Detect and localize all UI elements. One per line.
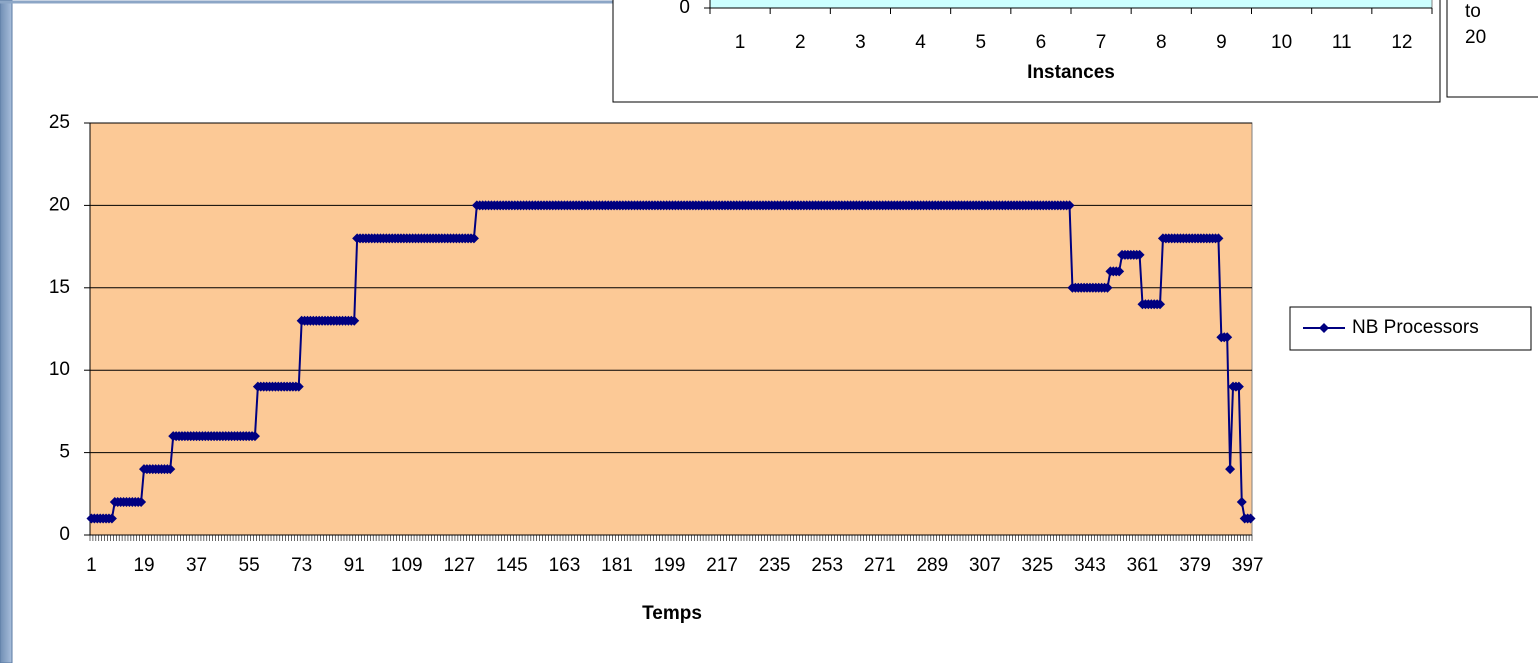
x-tick-label: 397 [1232, 555, 1264, 576]
x-tick-label: 289 [916, 555, 948, 576]
x-tick-label: 163 [549, 555, 581, 576]
y-tick-label: 10 [49, 359, 70, 380]
chart-frame [612, 0, 1441, 103]
x-tick-label: 91 [344, 555, 365, 576]
x-tick-label: 9 [1216, 32, 1227, 53]
x-tick-label: 7 [1096, 32, 1107, 53]
y-tick-label: 0 [679, 0, 690, 18]
x-tick-label: 325 [1022, 555, 1054, 576]
x-axis-title: Instances [1027, 62, 1115, 83]
x-tick-label: 19 [133, 555, 154, 576]
data-point [106, 513, 117, 524]
y-tick-label: 5 [59, 442, 70, 463]
x-tick-label: 73 [291, 555, 312, 576]
data-point [1225, 464, 1236, 475]
x-tick-label: 343 [1074, 555, 1106, 576]
legend-marker [1319, 323, 1329, 333]
x-tick-label: 235 [759, 555, 791, 576]
data-point [136, 497, 147, 508]
y-tick-label: 20 [49, 194, 70, 215]
legend-label: 20 [1465, 27, 1486, 48]
plot-area [89, 122, 1253, 536]
x-tick-label: 379 [1179, 555, 1211, 576]
data-point [1114, 266, 1125, 277]
data-point [349, 315, 360, 326]
x-tick-label: 10 [1271, 32, 1292, 53]
y-tick-label: 0 [59, 524, 70, 545]
x-tick-label: 199 [654, 555, 686, 576]
legend-box [1446, 0, 1538, 98]
data-point [1134, 249, 1145, 260]
x-tick-label: 127 [443, 555, 475, 576]
x-tick-label: 181 [601, 555, 633, 576]
x-tick-label: 1 [86, 555, 97, 576]
data-point [1245, 513, 1256, 524]
x-tick-label: 307 [969, 555, 1001, 576]
plot-area [709, 0, 1433, 9]
x-tick-label: 271 [864, 555, 896, 576]
data-point [1102, 282, 1113, 293]
data-point [1222, 332, 1233, 343]
data-point [165, 464, 176, 475]
data-point [293, 381, 304, 392]
data-point [1064, 200, 1075, 211]
x-tick-label: 2 [795, 32, 806, 53]
data-point [1233, 381, 1244, 392]
x-tick-label: 4 [915, 32, 926, 53]
data-point [249, 431, 260, 442]
data-point [1155, 299, 1166, 310]
slide-edge [0, 0, 13, 663]
x-tick-label: 11 [1332, 32, 1352, 53]
x-tick-label: 3 [855, 32, 866, 53]
data-point [1213, 233, 1224, 244]
y-tick-label: 15 [49, 277, 70, 298]
x-tick-label: 55 [239, 555, 260, 576]
x-tick-label: 8 [1156, 32, 1167, 53]
data-point [1236, 497, 1247, 508]
x-tick-label: 253 [811, 555, 843, 576]
x-tick-label: 1 [735, 32, 746, 53]
x-tick-label: 37 [186, 555, 207, 576]
data-point [468, 233, 479, 244]
legend-label: to [1465, 1, 1481, 22]
main-chart: 0 5 10 15 20 25 1 19 37 55 73 91 109 127 145 163 181 199 2… [49, 112, 1532, 624]
x-tick-label: 6 [1036, 32, 1047, 53]
x-tick-label: 217 [706, 555, 738, 576]
x-tick-label: 361 [1127, 555, 1159, 576]
legend-label: NB Processors [1352, 317, 1479, 338]
x-tick-label: 109 [391, 555, 423, 576]
x-tick-label: 145 [496, 555, 528, 576]
x-tick-label: 12 [1391, 32, 1412, 53]
x-tick-label: 5 [975, 32, 986, 53]
y-tick-label: 25 [49, 112, 70, 133]
x-axis-title: Temps [642, 603, 702, 624]
